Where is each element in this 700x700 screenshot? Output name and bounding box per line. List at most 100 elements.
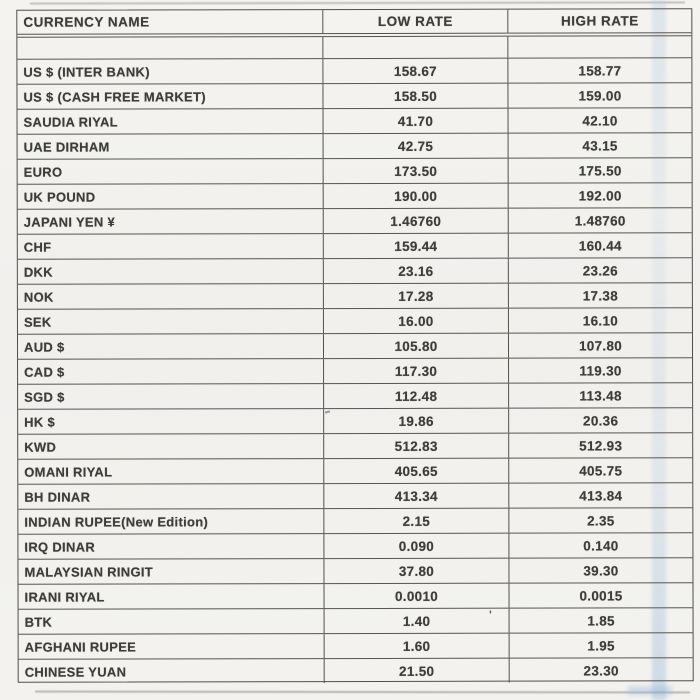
currency-name-cell: IRANI RIYAL — [18, 584, 325, 609]
currency-name-cell: INDIAN RUPEE(New Edition) — [18, 509, 325, 534]
high-rate-cell: 159.00 — [578, 87, 622, 104]
table-row: SEK 16.00 16.10 — [17, 307, 692, 334]
low-rate-cell: 0.090 — [324, 533, 510, 559]
table-row: SAUDIA RIYAL 41.70 42.10 — [17, 107, 692, 134]
currency-rate-table: CURRENCY NAME LOW RATE HIGH RATE US $ (I… — [16, 8, 694, 684]
table-row: BTK 1.40 1.85 — [18, 607, 693, 634]
low-rate-cell: 173.50 — [323, 158, 509, 184]
high-rate-cell: 107.80 — [578, 337, 623, 354]
table-row: AFGHANI RUPEE 1.60 1.95 — [18, 632, 693, 659]
currency-name-cell: UAE DIRHAM — [17, 134, 324, 159]
currency-name-cell: AFGHANI RUPEE — [18, 634, 325, 659]
table-row: SGD $ 112.48 113.48 — [18, 382, 693, 409]
currency-name-cell: IRQ DINAR — [18, 534, 325, 559]
low-rate-cell: 105.80 — [323, 333, 510, 359]
table-row: INDIAN RUPEE(New Edition) 2.15 2.35 — [18, 507, 693, 534]
high-rate-cell: 2.35 — [587, 512, 615, 529]
spacer-cell — [17, 37, 324, 59]
currency-name-cell: JAPANI YEN ¥ — [17, 209, 324, 234]
scan-artifact-blue-smudge — [628, 686, 672, 695]
high-rate-cell: 1.85 — [587, 612, 615, 629]
low-rate-cell: 158.50 — [323, 83, 509, 109]
high-rate-cell: 512.93 — [579, 437, 623, 454]
currency-name-cell: EURO — [17, 159, 324, 184]
currency-name-cell: NOK — [17, 284, 324, 309]
low-rate-cell: 1.46760 — [323, 208, 509, 234]
table-row: CHINESE YUAN 21.50 23.30 — [18, 657, 693, 684]
low-rate-cell: 37.80 — [324, 558, 510, 584]
scan-artifact-stray-mark: ' — [489, 608, 492, 622]
table-row: IRQ DINAR 0.090 0.140 — [18, 532, 693, 559]
table-row: IRANI RIYAL 0.0010 0.0015 — [18, 582, 693, 609]
header-high-rate: HIGH RATE — [560, 13, 639, 29]
table-row: DKK 23.16 23.26 — [17, 257, 692, 284]
low-rate-cell: 0.0010 — [324, 583, 510, 609]
table-header-row: CURRENCY NAME LOW RATE HIGH RATE — [17, 9, 692, 38]
high-rate-cell: 1.95 — [587, 637, 615, 654]
currency-name-cell: CHINESE YUAN — [18, 659, 325, 684]
low-rate-cell: 413.34 — [324, 483, 510, 509]
table-row: UK POUND 190.00 192.00 — [17, 182, 692, 209]
low-rate-cell: 1.60 — [324, 633, 510, 659]
high-rate-cell: 23.30 — [583, 662, 619, 679]
high-rate-cell: 17.38 — [582, 287, 619, 304]
currency-name-cell: CAD $ — [18, 359, 325, 384]
low-rate-cell: 1.40 — [324, 608, 510, 634]
currency-name-cell: SGD $ — [18, 384, 325, 409]
currency-name-cell: AUD $ — [17, 334, 325, 359]
high-rate-cell: 413.84 — [579, 487, 623, 504]
high-rate-cell: 405.75 — [579, 462, 623, 479]
low-rate-cell: 190.00 — [323, 183, 509, 209]
high-rate-cell: 16.10 — [582, 312, 619, 329]
currency-name-cell: BH DINAR — [18, 484, 325, 509]
currency-name-cell: CHF — [17, 234, 324, 259]
currency-name-cell: MALAYSIAN RINGIT — [18, 559, 325, 584]
high-rate-cell: 158.77 — [578, 62, 622, 79]
spacer-cell — [323, 36, 509, 59]
currency-name-cell: DKK — [17, 259, 324, 284]
table-row: US $ (INTER BANK) 158.67 158.77 — [17, 57, 692, 84]
table-row: KWD 512.83 512.93 — [18, 432, 693, 459]
currency-name-cell: BTK — [18, 609, 325, 634]
low-rate-cell: 16.00 — [323, 308, 509, 334]
currency-name-cell: US $ (CASH FREE MARKET) — [17, 84, 324, 109]
low-rate-cell: 21.50 — [324, 658, 510, 684]
high-rate-cell: 43.15 — [582, 137, 618, 154]
high-rate-cell: 113.48 — [579, 387, 622, 404]
table-row: JAPANI YEN ¥ 1.46760 1.48760 — [17, 207, 692, 234]
low-rate-cell: 159.44 — [323, 233, 509, 259]
low-rate-cell: 117.30 — [324, 358, 510, 384]
table-row: NOK 17.28 17.38 — [17, 282, 692, 309]
spacer-cell — [508, 36, 691, 57]
high-rate-cell: 0.0015 — [579, 587, 623, 604]
high-rate-cell: 42.10 — [582, 112, 618, 129]
low-rate-cell: 512.83 — [324, 433, 510, 459]
currency-name-cell: UK POUND — [17, 184, 324, 209]
header-low-rate: LOW RATE — [323, 9, 509, 34]
table-row: MALAYSIAN RINGIT 37.80 39.30 — [18, 557, 693, 584]
high-rate-cell: 175.50 — [578, 162, 622, 179]
low-rate-cell: 19.86 — [324, 408, 510, 434]
table-row: US $ (CASH FREE MARKET) 158.50 159.00 — [17, 82, 692, 109]
currency-name-cell: KWD — [18, 434, 325, 459]
low-rate-cell: 17.28 — [323, 283, 509, 309]
high-rate-cell: 192.00 — [578, 187, 622, 204]
high-rate-cell: 119.30 — [579, 362, 622, 379]
low-rate-cell: 405.65 — [324, 458, 510, 484]
header-currency-name: CURRENCY NAME — [17, 10, 324, 34]
high-rate-cell: 160.44 — [578, 237, 622, 254]
low-rate-cell: 158.67 — [323, 58, 509, 84]
high-rate-cell: 1.48760 — [574, 212, 626, 229]
table-row: CHF 159.44 160.44 — [17, 232, 692, 259]
currency-name-cell: SEK — [17, 309, 324, 334]
table-row: BH DINAR 413.34 413.84 — [18, 482, 693, 509]
high-rate-cell: 39.30 — [583, 562, 619, 579]
low-rate-cell: 112.48 — [324, 383, 510, 409]
currency-name-cell: US $ (INTER BANK) — [17, 59, 324, 84]
high-rate-cell: 23.26 — [582, 262, 618, 279]
currency-name-cell: HK $ — [18, 409, 325, 434]
table-row: AUD $ 105.80 107.80 — [17, 332, 693, 359]
scan-artifact-top-line — [29, 1, 686, 5]
table-row: HK $ 19.86 20.36 — [18, 407, 693, 434]
